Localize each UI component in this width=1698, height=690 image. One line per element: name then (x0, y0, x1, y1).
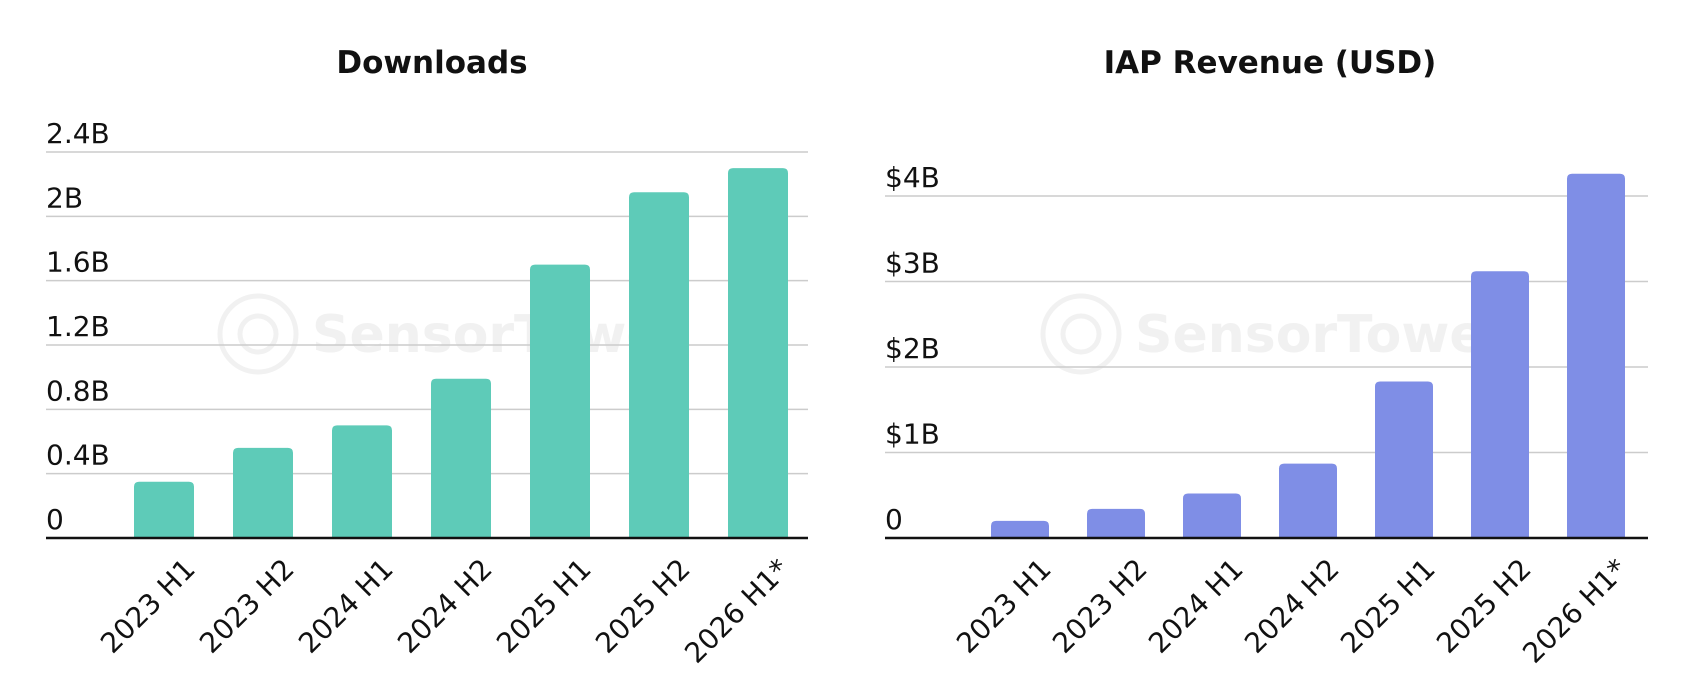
y-tick-label: 1.6B (46, 246, 110, 279)
sensor-tower-logo-inner-ring (1060, 313, 1102, 355)
y-tick-label: 0 (885, 503, 903, 536)
bar (728, 168, 788, 539)
bar (233, 447, 293, 538)
bar (991, 520, 1049, 538)
y-tick-label: 2B (46, 181, 83, 214)
bar (629, 192, 689, 539)
x-tick-label: 2025 H1 (1334, 552, 1442, 660)
watermark: SensorTower (217, 293, 688, 375)
y-tick-label: 0.8B (46, 374, 110, 407)
bar (1087, 508, 1145, 538)
x-tick-label: 2026 H1* (678, 552, 795, 669)
x-tick-label: 2023 H1 (94, 552, 202, 660)
watermark-text: SensorTower (1135, 305, 1511, 365)
x-tick-label: 2023 H1 (950, 552, 1058, 660)
y-tick-label: 2.4B (46, 117, 110, 150)
bar (332, 425, 392, 538)
x-tick-label: 2024 H1 (292, 552, 400, 660)
chart-title: IAP Revenue (USD) (1104, 45, 1437, 81)
y-tick-label: $4B (885, 161, 940, 194)
bar (1279, 463, 1337, 538)
bar (431, 378, 491, 538)
chart-1: SensorTower Downloads 0 0.4B 0.8B 1.2B 1.6B 2B 2… (46, 45, 808, 670)
x-tick-label: 2024 H2 (391, 552, 499, 660)
y-tick-label: 0.4B (46, 439, 110, 472)
x-tick-label: 2024 H1 (1142, 552, 1250, 660)
y-tick-label: $2B (885, 332, 940, 365)
sensor-tower-logo-icon (1040, 293, 1122, 375)
x-tick-label: 2023 H2 (193, 552, 301, 660)
y-tick-label: $3B (885, 247, 940, 280)
y-tick-label: $1B (885, 418, 940, 451)
x-tick-label: 2024 H2 (1238, 552, 1346, 660)
bar (1567, 173, 1625, 538)
bar (530, 264, 590, 538)
sensor-tower-logo-icon (217, 293, 299, 375)
watermark: SensorTower (1040, 293, 1511, 375)
y-tick-label: 0 (46, 503, 64, 536)
bar (1471, 271, 1529, 538)
bar (134, 481, 194, 538)
x-tick-label: 2026 H1* (1516, 552, 1633, 669)
bar (1183, 493, 1241, 538)
chart-title: Downloads (336, 45, 527, 81)
x-tick-label: 2025 H1 (490, 552, 598, 660)
sensor-tower-logo-inner-ring (237, 313, 279, 355)
x-tick-label: 2023 H2 (1046, 552, 1154, 660)
y-tick-label: 1.2B (46, 310, 110, 343)
watermark-text: SensorTower (312, 305, 688, 365)
bar (1375, 381, 1433, 538)
chart-2: SensorTower IAP Revenue (USD) 0 $1B $2B $3B $4… (885, 45, 1648, 670)
